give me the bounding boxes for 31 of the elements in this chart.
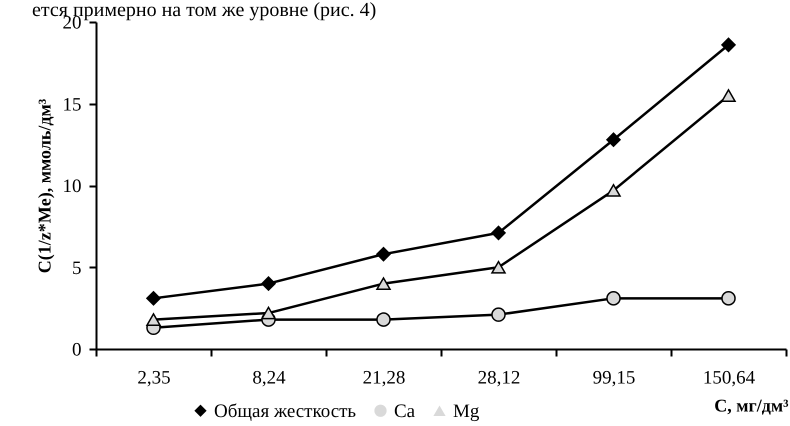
point [261, 276, 276, 291]
x-axis-title: C, мг/дм³ [714, 396, 790, 416]
point [721, 291, 736, 306]
y-tick-label: 15 [62, 94, 82, 116]
y-axis-title: C(1/z*Me), ммоль/дм³ [34, 98, 54, 274]
point [606, 132, 621, 147]
x-tick-label: 2,35 [137, 368, 171, 388]
legend-label: Mg [453, 400, 480, 422]
point [491, 260, 506, 274]
point [146, 313, 161, 326]
y-tick-label: 5 [72, 258, 82, 279]
y-tick-label: 10 [62, 176, 82, 197]
point [491, 307, 506, 322]
x-tick-label: 8,24 [252, 368, 286, 388]
x-tick-label: 21,28 [362, 368, 406, 388]
x-tick-label: 150,64 [702, 368, 756, 388]
point [146, 291, 161, 306]
x-tick-label: 28,12 [478, 368, 520, 388]
point [261, 306, 276, 320]
point [376, 277, 391, 290]
legend-label: Ca [394, 400, 416, 422]
point [721, 38, 736, 52]
point [376, 312, 391, 327]
point [721, 89, 736, 102]
legend-label: Общая жесткость [214, 400, 356, 422]
point [491, 226, 506, 240]
point [376, 246, 391, 262]
y-tick-label: 0 [72, 340, 82, 360]
x-tick-label: 99,15 [592, 368, 636, 388]
point [606, 184, 621, 197]
point [606, 291, 621, 306]
